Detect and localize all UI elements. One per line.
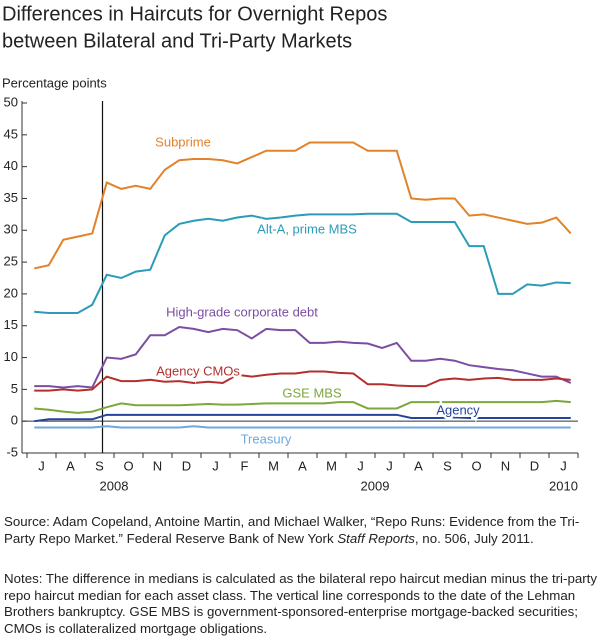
- series-line: [34, 212, 571, 314]
- x-tick-label: N: [501, 458, 510, 473]
- chart-title: between Bilateral and Tri-Party Markets: [2, 30, 352, 52]
- series-line: [34, 370, 571, 392]
- series-label: Treasury: [241, 431, 292, 446]
- y-tick-label: 45: [4, 126, 18, 141]
- series-label: Agency CMOs: [156, 363, 240, 378]
- series-line: [34, 413, 571, 423]
- y-tick-label: -5: [6, 444, 18, 459]
- x-tick-label: M: [268, 458, 279, 473]
- source-text: Staff Reports: [337, 530, 415, 546]
- series-line: [34, 399, 571, 414]
- y-tick-label: 10: [4, 349, 18, 364]
- chart: Differences in Haircuts for Overnight Re…: [2, 3, 579, 493]
- y-tick-label: 0: [11, 413, 18, 428]
- y-tick-label: 15: [4, 317, 18, 332]
- x-tick-label: S: [95, 458, 104, 473]
- x-tick-label: N: [153, 458, 162, 473]
- y-tick-label: 20: [4, 285, 18, 300]
- year-label: 2009: [361, 478, 390, 493]
- series-label: Agency: [436, 402, 480, 417]
- x-tick-label: A: [414, 458, 423, 473]
- x-tick-label: F: [241, 458, 249, 473]
- source-text: Source: Adam Copeland, Antoine Martin, a…: [4, 514, 580, 546]
- notes: Notes: The difference in medians is calc…: [4, 571, 598, 636]
- series-line: [34, 425, 571, 429]
- year-label: 2008: [100, 478, 129, 493]
- x-tick-label: D: [182, 458, 191, 473]
- x-tick-label: J: [212, 458, 219, 473]
- series-line: [34, 141, 572, 270]
- source: Source: Adam Copeland, Antoine Martin, a…: [4, 514, 601, 547]
- chart-title: Differences in Haircuts for Overnight Re…: [2, 3, 387, 25]
- series-label: Subprime: [155, 134, 211, 149]
- source-text: , no. 506, July 2011.: [414, 530, 534, 546]
- x-tick-label: O: [123, 458, 133, 473]
- y-tick-label: 35: [4, 190, 18, 205]
- x-tick-label: A: [298, 458, 307, 473]
- x-tick-label: J: [38, 458, 45, 473]
- x-tick-label: O: [471, 458, 481, 473]
- series-label: High-grade corporate debt: [166, 304, 318, 319]
- x-tick-label: J: [386, 458, 393, 473]
- y-tick-label: 30: [4, 222, 18, 237]
- x-tick-label: A: [66, 458, 75, 473]
- y-axis-label: Percentage points: [2, 75, 107, 90]
- x-tick-label: M: [326, 458, 337, 473]
- y-tick-label: 40: [4, 158, 18, 173]
- x-tick-label: D: [530, 458, 539, 473]
- y-tick-label: 25: [4, 254, 18, 269]
- x-tick-label: J: [357, 458, 364, 473]
- series-label: GSE MBS: [282, 385, 342, 400]
- series-label: Alt-A, prime MBS: [257, 221, 357, 236]
- x-tick-label: S: [443, 458, 452, 473]
- year-label: 2010: [549, 478, 578, 493]
- series-line: [34, 325, 572, 389]
- y-tick-label: 50: [4, 94, 18, 109]
- x-tick-label: J: [560, 458, 567, 473]
- y-tick-label: 5: [11, 381, 18, 396]
